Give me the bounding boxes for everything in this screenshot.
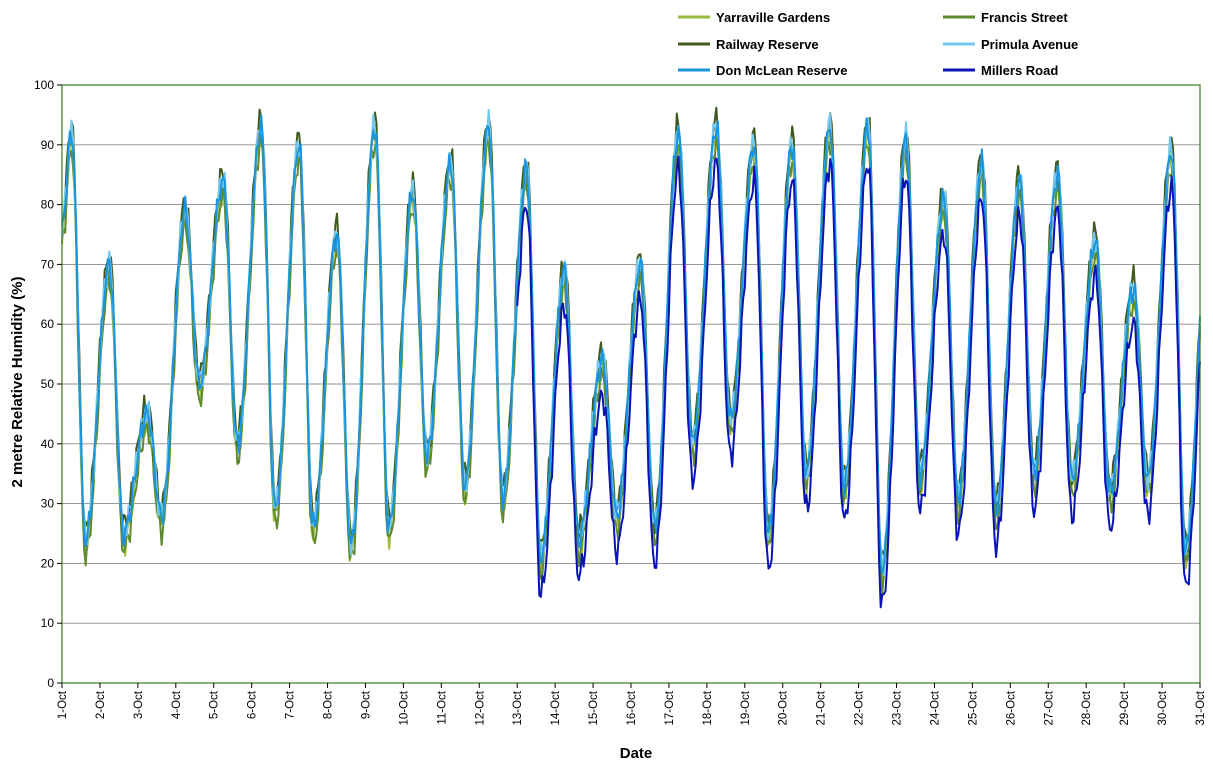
- x-tick-label: 11-Oct: [436, 690, 448, 724]
- legend-item: Railway Reserve: [678, 37, 819, 52]
- series-line-don-mclean-reserve: [61, 114, 1201, 575]
- x-axis-title: Date: [620, 745, 653, 762]
- legend-label: Railway Reserve: [716, 37, 819, 52]
- legend-item: Primula Avenue: [943, 37, 1078, 52]
- y-tick-label: 70: [41, 257, 55, 271]
- x-tick-label: 20-Oct: [778, 690, 790, 725]
- x-tick-label: 5-Oct: [209, 690, 221, 719]
- legend-item: Francis Street: [943, 10, 1068, 25]
- y-axis-ticks: 0 10 20 30 40 50 60 70 80 90 100: [34, 78, 62, 690]
- x-tick-label: 10-Oct: [398, 690, 410, 725]
- x-tick-label: 31-Oct: [1195, 690, 1207, 725]
- x-tick-label: 7-Oct: [285, 690, 297, 719]
- x-tick-label: 8-Oct: [323, 690, 335, 719]
- legend-label: Francis Street: [981, 10, 1068, 25]
- x-tick-label: 27-Oct: [1043, 690, 1055, 725]
- y-tick-label: 60: [41, 317, 55, 331]
- y-tick-label: 40: [41, 437, 55, 451]
- legend: Yarraville Gardens Francis Street Railway …: [678, 10, 1078, 78]
- x-tick-label: 23-Oct: [892, 690, 904, 725]
- x-tick-label: 30-Oct: [1157, 690, 1169, 725]
- x-tick-label: 15-Oct: [588, 690, 600, 725]
- legend-item: Millers Road: [943, 63, 1058, 78]
- x-tick-label: 3-Oct: [133, 690, 145, 719]
- y-tick-label: 50: [41, 377, 55, 391]
- x-tick-label: 29-Oct: [1119, 690, 1131, 725]
- y-axis-title: 2 metre Relative Humidity (%): [9, 277, 26, 488]
- legend-item: Yarraville Gardens: [678, 10, 830, 25]
- legend-label: Don McLean Reserve: [716, 63, 848, 78]
- x-tick-label: 6-Oct: [247, 690, 259, 719]
- y-tick-label: 0: [47, 676, 54, 690]
- x-tick-label: 25-Oct: [967, 690, 979, 725]
- y-tick-label: 90: [41, 138, 55, 152]
- legend-item: Don McLean Reserve: [678, 63, 848, 78]
- x-tick-label: 28-Oct: [1081, 690, 1093, 725]
- x-tick-label: 21-Oct: [816, 690, 828, 725]
- y-tick-label: 80: [41, 198, 55, 212]
- series-line-millers-road: [516, 155, 1201, 609]
- x-tick-label: 22-Oct: [854, 690, 866, 725]
- x-tick-label: 17-Oct: [664, 690, 676, 725]
- legend-label: Primula Avenue: [981, 37, 1078, 52]
- legend-label: Millers Road: [981, 63, 1058, 78]
- series-line-railway-reserve: [61, 106, 1201, 556]
- x-tick-label: 19-Oct: [740, 690, 752, 725]
- x-tick-label: 4-Oct: [171, 690, 183, 719]
- x-tick-label: 1-Oct: [57, 690, 69, 719]
- x-tick-label: 16-Oct: [626, 690, 638, 725]
- x-tick-label: 26-Oct: [1005, 690, 1017, 725]
- x-tick-label: 12-Oct: [474, 690, 486, 725]
- y-tick-label: 10: [41, 616, 55, 630]
- x-tick-label: 14-Oct: [550, 690, 562, 725]
- y-tick-label: 20: [41, 556, 55, 570]
- y-tick-label: 100: [34, 78, 54, 92]
- x-tick-label: 2-Oct: [95, 690, 107, 719]
- legend-label: Yarraville Gardens: [716, 10, 830, 25]
- x-tick-label: 9-Oct: [360, 690, 372, 719]
- x-tick-label: 13-Oct: [512, 690, 524, 725]
- series-lines: [61, 106, 1201, 609]
- y-tick-label: 30: [41, 497, 55, 511]
- x-tick-label: 18-Oct: [702, 690, 714, 725]
- series-line-primula-avenue: [61, 108, 1201, 577]
- x-tick-label: 24-Oct: [929, 690, 941, 725]
- x-axis-ticks: 1-Oct 2-Oct 3-Oct 4-Oct 5-Oct 6-Oct 7-Oct 8-Oct…: [57, 683, 1207, 726]
